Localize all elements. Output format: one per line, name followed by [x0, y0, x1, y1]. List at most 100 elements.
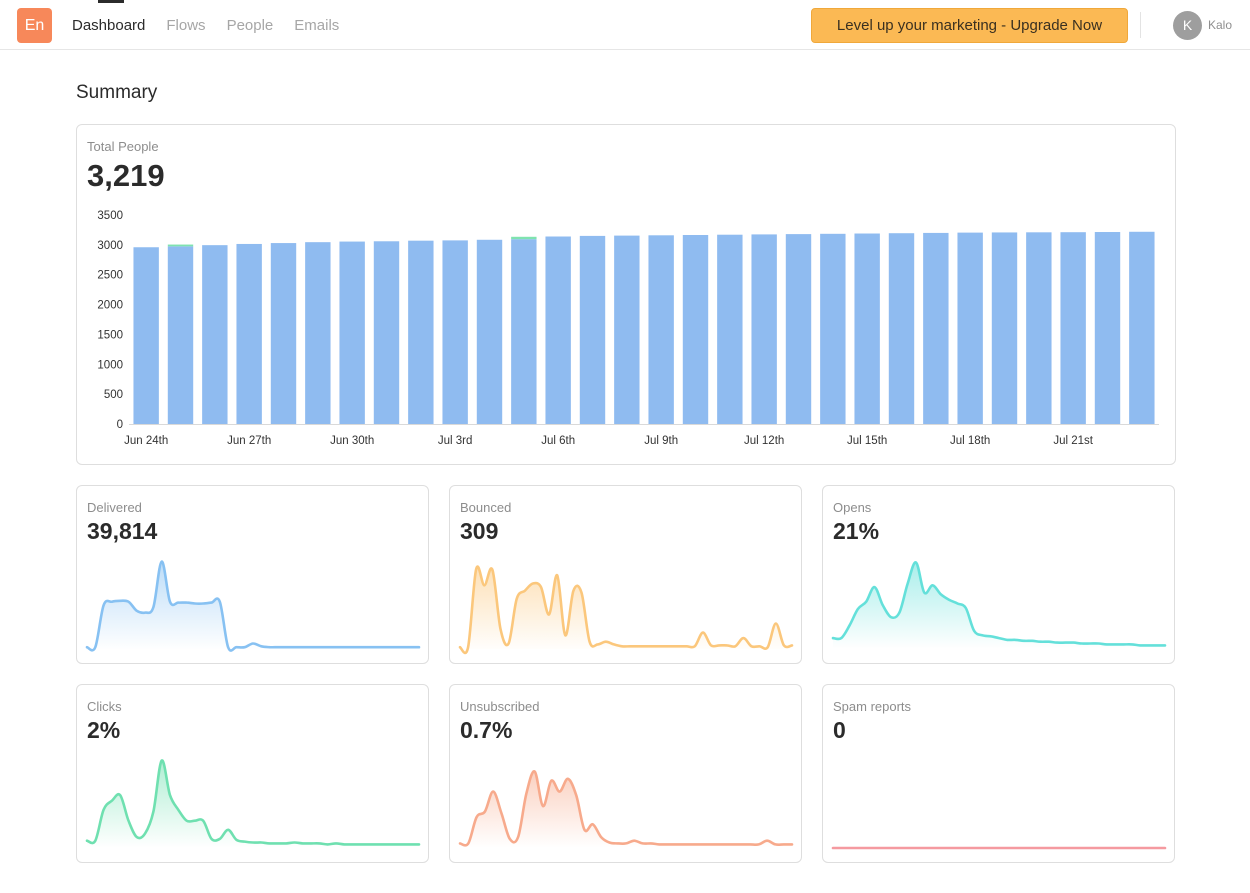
x-tick-label: Jul 6th	[541, 435, 575, 447]
bar-new-segment[interactable]	[167, 244, 194, 247]
bar[interactable]	[854, 233, 880, 424]
metric-value: 2%	[87, 717, 121, 743]
nav-dashboard[interactable]: Dashboard	[72, 16, 146, 34]
sparkline-line	[85, 560, 421, 652]
bar[interactable]	[579, 235, 606, 424]
user-avatar[interactable]: K	[1173, 11, 1202, 40]
bar[interactable]	[408, 240, 434, 424]
sparkline-line	[458, 565, 794, 655]
bar[interactable]	[305, 242, 331, 424]
metric-card-opens: Opens 21%	[822, 485, 1175, 664]
bounced-sparkline	[458, 565, 794, 655]
metric-label: Unsubscribed	[460, 699, 540, 714]
x-tick-label: Jul 18th	[950, 435, 990, 447]
metric-label: Bounced	[460, 500, 512, 515]
x-tick-label: Jul 21st	[1053, 435, 1093, 447]
upgrade-button[interactable]: Level up your marketing - Upgrade Now	[811, 8, 1128, 43]
user-name[interactable]: Kalo	[1208, 18, 1233, 32]
nav-people[interactable]: People	[226, 16, 274, 34]
spam-reports-sparkline	[831, 846, 1167, 850]
x-tick-label: Jun 27th	[227, 435, 271, 447]
bar-new-segment[interactable]	[511, 236, 537, 240]
y-tick-label: 2000	[97, 300, 123, 312]
bar[interactable]	[888, 233, 915, 424]
bar[interactable]	[648, 235, 674, 424]
bar[interactable]	[820, 233, 846, 424]
sparkline-line	[85, 759, 421, 846]
y-tick-label: 3500	[97, 210, 123, 222]
x-tick-label: Jul 15th	[847, 435, 887, 447]
total-people-bar-chart: 0 500 1000 1500 2000 2500 3000 3500 Jun 24th Jun …	[97, 210, 1159, 447]
bar[interactable]	[614, 235, 640, 424]
total-people-value: 3,219	[87, 158, 165, 193]
bar[interactable]	[511, 239, 537, 424]
bar[interactable]	[236, 243, 262, 424]
bar[interactable]	[1129, 231, 1155, 424]
metric-card-spam-reports: Spam reports 0	[822, 684, 1175, 863]
bar[interactable]	[545, 236, 571, 424]
y-tick-label: 0	[117, 419, 123, 431]
y-tick-label: 2500	[97, 270, 123, 282]
bar[interactable]	[717, 234, 743, 424]
sparkline-line	[458, 770, 794, 847]
metric-value: 309	[460, 518, 499, 544]
sparkline-area	[87, 561, 419, 651]
unsubscribed-sparkline	[458, 770, 794, 848]
sparkline-area	[87, 760, 419, 848]
x-tick-label: Jun 24th	[124, 435, 168, 447]
metric-label: Clicks	[87, 699, 122, 714]
header-divider	[1140, 12, 1141, 38]
delivered-sparkline	[85, 560, 421, 652]
total-people-card: Total People 3,219 0 500 1000 1500 2000 2500 3…	[76, 124, 1176, 465]
metric-card-clicks: Clicks 2%	[76, 684, 429, 863]
metric-card-bounced: Bounced 309	[449, 485, 802, 664]
app-logo[interactable]: En	[17, 8, 52, 43]
metric-label: Spam reports	[833, 699, 912, 714]
bar[interactable]	[785, 234, 812, 424]
bar[interactable]	[202, 245, 228, 424]
nav-flows[interactable]: Flows	[166, 16, 206, 34]
bar[interactable]	[133, 247, 159, 424]
y-tick-label: 500	[104, 389, 123, 401]
bar[interactable]	[373, 241, 400, 424]
bar[interactable]	[1026, 232, 1052, 424]
bar[interactable]	[1094, 232, 1121, 424]
metric-value: 39,814	[87, 518, 158, 544]
active-tab-indicator	[98, 0, 124, 3]
bar[interactable]	[1060, 232, 1086, 424]
bar[interactable]	[476, 239, 503, 424]
top-navigation-bar: En Dashboard Flows People Emails Level u…	[0, 0, 1250, 50]
page-title: Summary	[76, 82, 158, 103]
metric-card-delivered: Delivered 39,814	[76, 485, 429, 664]
bar[interactable]	[682, 235, 709, 424]
bar[interactable]	[923, 232, 949, 424]
nav-emails[interactable]: Emails	[294, 16, 340, 34]
metric-value: 0.7%	[460, 717, 513, 743]
main-nav: Dashboard Flows People Emails	[72, 0, 360, 50]
bar[interactable]	[957, 232, 983, 424]
metric-value: 0	[833, 717, 846, 743]
total-people-label: Total People	[87, 139, 159, 154]
metric-card-unsubscribed: Unsubscribed 0.7%	[449, 684, 802, 863]
y-tick-label: 3000	[97, 240, 123, 252]
bar[interactable]	[442, 240, 468, 424]
bar[interactable]	[991, 232, 1018, 424]
bar[interactable]	[751, 234, 777, 424]
y-tick-label: 1500	[97, 329, 123, 341]
x-tick-label: Jul 3rd	[438, 435, 473, 447]
metric-label: Delivered	[87, 500, 142, 515]
sparkline-area	[460, 771, 792, 848]
sparkline-line	[831, 561, 1167, 647]
x-tick-label: Jul 9th	[644, 435, 678, 447]
bar[interactable]	[339, 241, 365, 424]
sparkline-area	[833, 562, 1165, 649]
metric-label: Opens	[833, 500, 872, 515]
sparkline-area	[460, 566, 792, 653]
metric-value: 21%	[833, 518, 880, 544]
clicks-sparkline	[85, 759, 421, 848]
opens-sparkline	[831, 561, 1167, 649]
bar[interactable]	[270, 243, 297, 424]
bar[interactable]	[167, 246, 194, 424]
y-tick-label: 1000	[97, 359, 123, 371]
x-tick-label: Jun 30th	[330, 435, 374, 447]
